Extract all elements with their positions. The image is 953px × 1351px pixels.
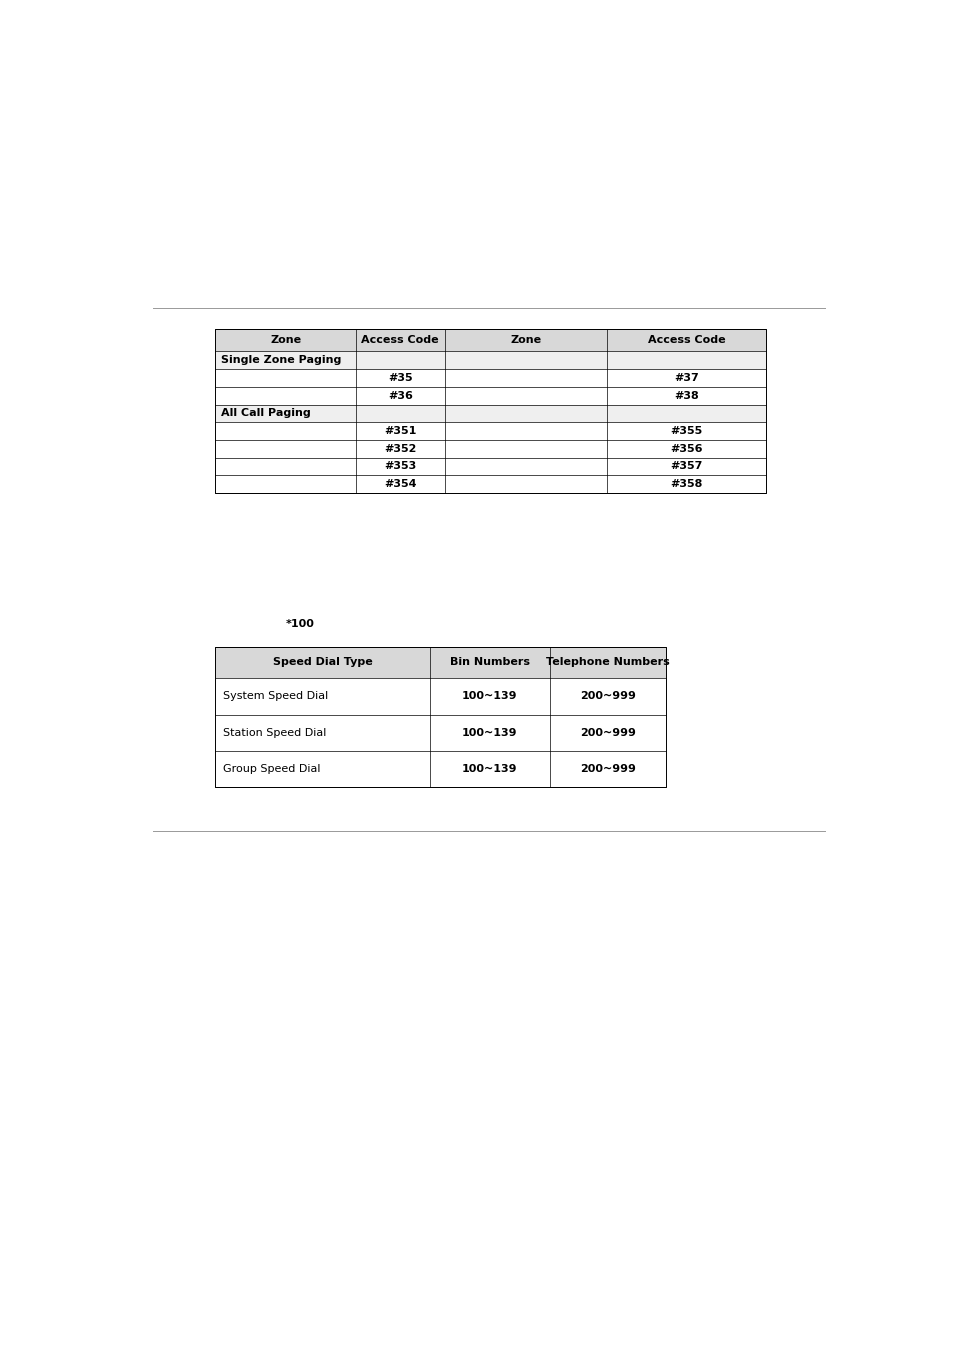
Bar: [215, 404, 765, 422]
Text: Telephone Numbers: Telephone Numbers: [545, 658, 669, 667]
Text: Access Code: Access Code: [647, 335, 724, 345]
Bar: [215, 328, 765, 493]
Text: #355: #355: [670, 426, 702, 436]
Text: 200~999: 200~999: [579, 692, 636, 701]
Text: #358: #358: [670, 480, 702, 489]
Text: Zone: Zone: [270, 335, 301, 345]
Text: Zone: Zone: [510, 335, 541, 345]
Text: #38: #38: [674, 390, 699, 401]
Text: 200~999: 200~999: [579, 728, 636, 738]
Text: All Call Paging: All Call Paging: [221, 408, 311, 419]
Bar: [215, 351, 765, 369]
Text: Single Zone Paging: Single Zone Paging: [221, 355, 341, 365]
Text: #35: #35: [388, 373, 412, 382]
Text: 200~999: 200~999: [579, 765, 636, 774]
Text: Speed Dial Type: Speed Dial Type: [273, 658, 372, 667]
Text: Station Speed Dial: Station Speed Dial: [222, 728, 326, 738]
Text: #352: #352: [384, 443, 416, 454]
Text: Access Code: Access Code: [361, 335, 438, 345]
Bar: [215, 647, 665, 678]
Text: #36: #36: [387, 390, 413, 401]
Text: System Speed Dial: System Speed Dial: [222, 692, 328, 701]
Text: Bin Numbers: Bin Numbers: [449, 658, 529, 667]
Text: 100~139: 100~139: [461, 765, 517, 774]
Text: #357: #357: [670, 462, 702, 471]
Text: #356: #356: [670, 443, 702, 454]
Text: Group Speed Dial: Group Speed Dial: [222, 765, 320, 774]
Text: 100~139: 100~139: [461, 692, 517, 701]
Text: #351: #351: [384, 426, 416, 436]
Text: *100: *100: [285, 619, 314, 630]
Text: 100~139: 100~139: [461, 728, 517, 738]
Text: #353: #353: [384, 462, 416, 471]
Text: #37: #37: [674, 373, 699, 382]
Bar: [215, 647, 665, 788]
Text: #354: #354: [383, 480, 416, 489]
Bar: [215, 328, 765, 351]
